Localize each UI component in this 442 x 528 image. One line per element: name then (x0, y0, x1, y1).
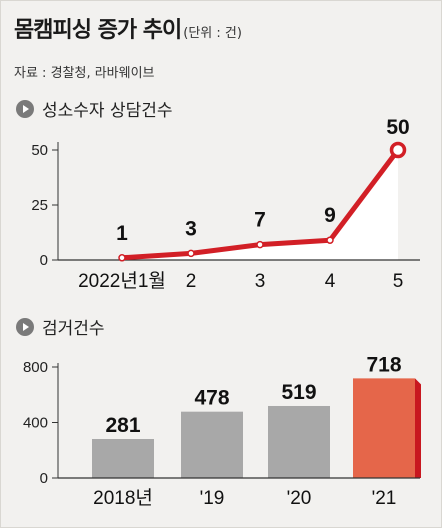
data-label: 478 (194, 387, 229, 410)
line-area-fill (122, 150, 398, 260)
x-tick-label: '20 (287, 488, 312, 509)
y-tick-label: 400 (23, 415, 48, 432)
data-label: 718 (366, 353, 401, 376)
data-label: 3 (185, 217, 197, 240)
data-point (389, 141, 407, 159)
data-point (187, 249, 195, 258)
y-tick-label: 800 (23, 359, 48, 376)
source-note: 자료 : 경찰청, 라바웨이브 (14, 66, 155, 81)
bar (181, 411, 243, 478)
data-point (326, 236, 334, 244)
bar-side-shade (415, 378, 421, 478)
chart-title: 몸캠피싱 증가 추이 (단위 : 건) (14, 12, 242, 44)
x-tick-label: '21 (372, 488, 397, 509)
x-tick-label: 5 (393, 271, 404, 292)
bar-section-title: 검거건수 (42, 319, 105, 339)
bar (92, 439, 154, 478)
bar (268, 405, 330, 478)
x-tick-label: 3 (255, 271, 266, 292)
play-icon (16, 99, 34, 118)
data-label: 1 (116, 222, 128, 245)
play-icon (16, 317, 34, 336)
bar (353, 378, 415, 478)
x-tick-label: 2022년1월 (78, 270, 166, 292)
x-tick-label: '19 (200, 488, 225, 509)
data-point (256, 240, 264, 249)
x-tick-label: 2018년 (93, 487, 153, 509)
x-tick-label: 4 (325, 271, 336, 292)
title-text: 몸캠피싱 증가 추이 (14, 18, 182, 43)
unit-label: (단위 : 건) (183, 26, 242, 41)
data-label: 281 (105, 414, 140, 437)
line-section-title: 성소수자 상담건수 (42, 101, 173, 121)
y-tick-label: 0 (40, 252, 48, 269)
y-tick-label: 0 (40, 470, 48, 487)
x-tick-label: 2 (186, 271, 197, 292)
y-tick-label: 50 (31, 142, 48, 159)
data-label: 519 (281, 381, 316, 404)
data-label: 50 (386, 116, 409, 139)
bar-section-header: 검거건수 (16, 314, 105, 339)
y-tick-label: 25 (31, 197, 48, 214)
data-point (118, 254, 126, 262)
data-label: 9 (324, 204, 336, 227)
data-label: 7 (254, 209, 266, 232)
line-section-header: 성소수자 상담건수 (16, 96, 173, 121)
